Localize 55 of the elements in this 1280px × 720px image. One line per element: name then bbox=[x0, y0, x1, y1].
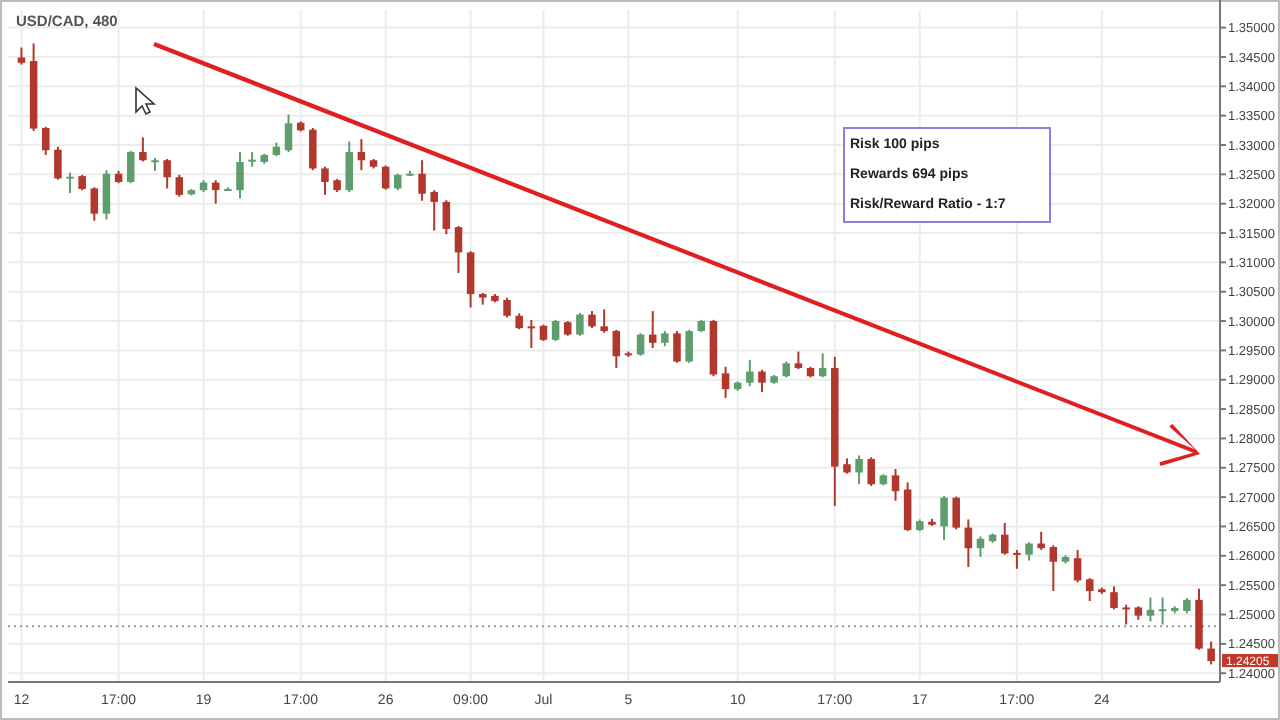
candlestick bbox=[527, 318, 536, 350]
candlestick bbox=[600, 308, 608, 334]
candlestick bbox=[746, 358, 754, 388]
candlestick bbox=[867, 456, 875, 487]
candlestick bbox=[309, 126, 317, 172]
candlestick bbox=[1085, 577, 1094, 603]
candlestick bbox=[1049, 544, 1058, 593]
candlestick bbox=[236, 151, 244, 200]
candlestick bbox=[818, 352, 827, 379]
candlestick bbox=[430, 189, 438, 232]
candlestick bbox=[139, 136, 147, 163]
candlestick bbox=[248, 151, 256, 168]
candlestick bbox=[345, 140, 353, 193]
candlestick bbox=[442, 199, 451, 236]
candlestick bbox=[418, 159, 426, 202]
candlestick bbox=[612, 328, 621, 370]
candlestick bbox=[903, 481, 912, 533]
candlestick bbox=[357, 138, 366, 172]
candlestick bbox=[940, 494, 948, 541]
candlestick bbox=[758, 368, 766, 394]
candlestick bbox=[636, 332, 645, 357]
candlestick bbox=[1013, 548, 1021, 570]
candlestick bbox=[1122, 603, 1130, 626]
candlestick bbox=[855, 454, 863, 486]
candlestick bbox=[952, 495, 960, 531]
candlestick bbox=[454, 224, 463, 274]
candlestick bbox=[1073, 548, 1082, 584]
candlestick bbox=[1207, 640, 1215, 666]
candlestick bbox=[1110, 585, 1118, 611]
candlestick bbox=[284, 113, 293, 154]
candlestick bbox=[381, 164, 390, 191]
candlestick bbox=[673, 330, 681, 364]
candlestick bbox=[163, 158, 171, 190]
candlestick bbox=[964, 518, 973, 568]
candlestick bbox=[41, 125, 50, 156]
candlestick bbox=[1037, 530, 1045, 551]
candlestick bbox=[1158, 596, 1167, 626]
candlestick bbox=[576, 311, 584, 337]
candlestick bbox=[321, 165, 329, 196]
candlestick bbox=[466, 250, 475, 309]
candlestick bbox=[685, 328, 693, 364]
candlestick bbox=[648, 310, 657, 350]
candlestick bbox=[54, 145, 62, 181]
candlestick bbox=[1001, 521, 1009, 556]
candlestick bbox=[102, 169, 111, 221]
candlestick bbox=[1146, 596, 1155, 623]
candlestick bbox=[551, 318, 560, 343]
candlestick bbox=[721, 365, 730, 399]
candlestick bbox=[891, 467, 900, 502]
candlestick bbox=[66, 171, 74, 195]
candlestick bbox=[175, 173, 184, 198]
candlestick bbox=[503, 296, 511, 319]
candlestick bbox=[126, 149, 135, 185]
candlestick bbox=[90, 186, 99, 222]
candlestick bbox=[1025, 541, 1033, 562]
